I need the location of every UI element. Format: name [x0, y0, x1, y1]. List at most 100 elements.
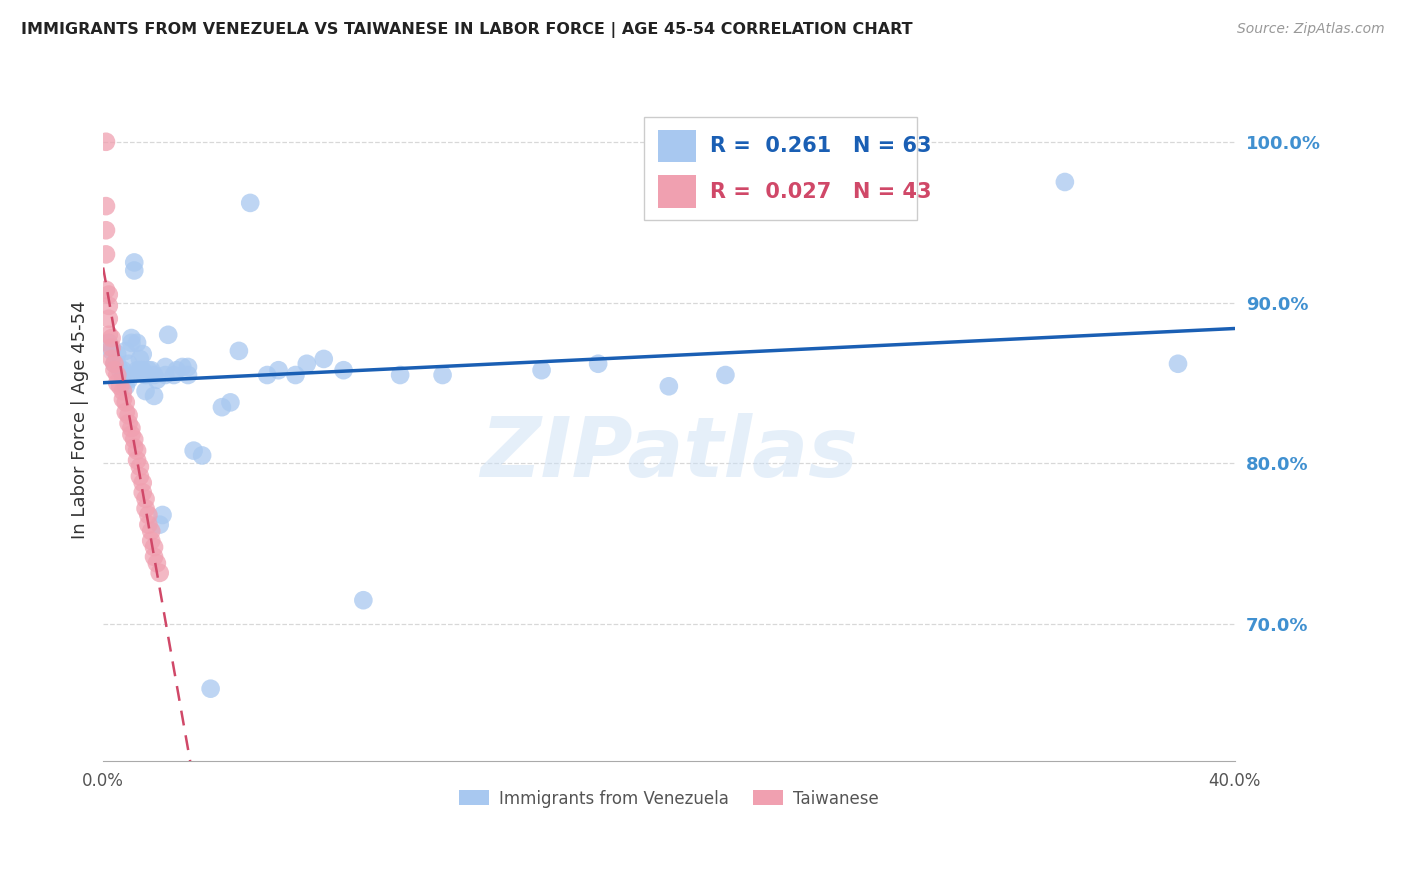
- Point: [172, 359, 194, 374]
- Point: [129, 363, 152, 377]
- Point: [105, 368, 128, 382]
- Point: [117, 417, 139, 431]
- Point: [120, 421, 142, 435]
- Text: Source: ZipAtlas.com: Source: ZipAtlas.com: [1237, 22, 1385, 37]
- Point: [177, 359, 200, 374]
- Point: [166, 363, 188, 377]
- Point: [152, 508, 174, 522]
- Point: [132, 485, 155, 500]
- Point: [122, 433, 145, 447]
- Point: [132, 475, 155, 490]
- Point: [122, 255, 145, 269]
- Point: [114, 395, 136, 409]
- Point: [135, 368, 157, 382]
- Point: [155, 368, 177, 382]
- Text: ZIPatlas: ZIPatlas: [479, 413, 858, 494]
- Point: [586, 357, 609, 371]
- Point: [132, 363, 155, 377]
- Point: [117, 409, 139, 423]
- Point: [117, 357, 139, 371]
- Point: [117, 373, 139, 387]
- Point: [141, 533, 163, 548]
- Point: [108, 379, 131, 393]
- Point: [200, 681, 222, 696]
- Point: [239, 195, 262, 210]
- Point: [332, 363, 354, 377]
- Point: [352, 593, 374, 607]
- Text: R =  0.027   N = 43: R = 0.027 N = 43: [710, 181, 931, 202]
- Point: [389, 368, 412, 382]
- Legend: Immigrants from Venezuela, Taiwanese: Immigrants from Venezuela, Taiwanese: [451, 783, 886, 814]
- Point: [105, 376, 128, 390]
- Point: [125, 335, 148, 350]
- Point: [111, 363, 134, 377]
- Point: [146, 556, 169, 570]
- Point: [138, 517, 160, 532]
- Point: [114, 343, 136, 358]
- Point: [103, 363, 125, 377]
- Point: [111, 368, 134, 382]
- Point: [103, 357, 125, 371]
- Point: [105, 347, 128, 361]
- Point: [97, 299, 120, 313]
- Point: [157, 327, 180, 342]
- Point: [141, 524, 163, 538]
- Point: [94, 283, 117, 297]
- Point: [143, 540, 166, 554]
- Point: [191, 449, 214, 463]
- Point: [146, 373, 169, 387]
- Point: [432, 368, 454, 382]
- Point: [143, 549, 166, 564]
- Point: [97, 327, 120, 342]
- Point: [143, 368, 166, 382]
- Point: [135, 491, 157, 506]
- Point: [714, 368, 737, 382]
- Point: [105, 357, 128, 371]
- Point: [149, 566, 172, 580]
- Point: [100, 341, 122, 355]
- Point: [177, 368, 200, 382]
- Point: [97, 335, 120, 350]
- Text: IMMIGRANTS FROM VENEZUELA VS TAIWANESE IN LABOR FORCE | AGE 45-54 CORRELATION CH: IMMIGRANTS FROM VENEZUELA VS TAIWANESE I…: [21, 22, 912, 38]
- Point: [120, 335, 142, 350]
- Point: [122, 263, 145, 277]
- Point: [135, 501, 157, 516]
- Point: [219, 395, 242, 409]
- Point: [211, 400, 233, 414]
- Point: [108, 363, 131, 377]
- Point: [132, 347, 155, 361]
- Point: [1053, 175, 1076, 189]
- Point: [100, 331, 122, 345]
- Y-axis label: In Labor Force | Age 45-54: In Labor Force | Age 45-54: [72, 300, 89, 539]
- Text: R =  0.261   N = 63: R = 0.261 N = 63: [710, 136, 931, 156]
- Point: [138, 508, 160, 522]
- Point: [129, 363, 152, 377]
- Point: [284, 368, 307, 382]
- Point: [267, 363, 290, 377]
- Point: [129, 469, 152, 483]
- Point: [125, 453, 148, 467]
- Point: [163, 368, 186, 382]
- Point: [143, 389, 166, 403]
- Point: [94, 199, 117, 213]
- Point: [111, 392, 134, 406]
- Point: [129, 351, 152, 366]
- Point: [100, 343, 122, 358]
- Point: [120, 331, 142, 345]
- Point: [135, 384, 157, 398]
- Point: [228, 343, 250, 358]
- Point: [138, 363, 160, 377]
- Point: [97, 311, 120, 326]
- Point: [111, 384, 134, 398]
- Point: [94, 247, 117, 261]
- Point: [295, 357, 318, 371]
- Point: [94, 135, 117, 149]
- Point: [530, 363, 553, 377]
- Point: [149, 517, 172, 532]
- Point: [114, 379, 136, 393]
- Point: [97, 287, 120, 301]
- Point: [1167, 357, 1189, 371]
- Point: [100, 351, 122, 366]
- Point: [114, 373, 136, 387]
- Point: [103, 357, 125, 371]
